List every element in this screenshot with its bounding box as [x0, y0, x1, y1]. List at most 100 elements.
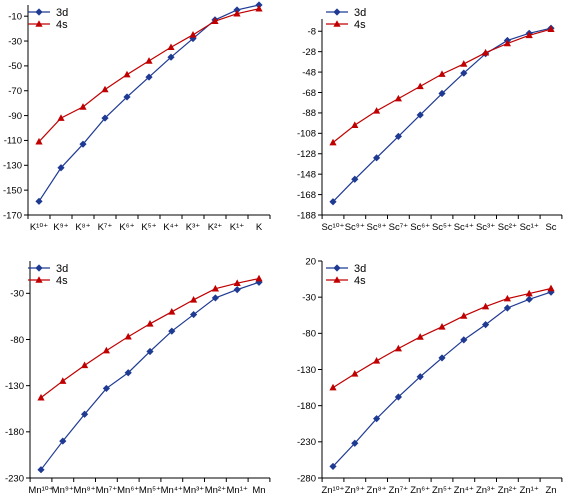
y-tick-label: -230	[5, 473, 24, 484]
data-point-4s	[37, 393, 45, 401]
y-tick-label: -80	[302, 329, 316, 340]
data-point-4s	[211, 284, 219, 292]
y-tick-label: -80	[10, 335, 24, 346]
x-tick-label: Sc	[545, 222, 556, 233]
data-point-4s	[547, 284, 555, 292]
data-point-4s	[189, 31, 197, 38]
legend-label-4s: 4s	[354, 275, 366, 287]
x-tick-label: Mn¹⁰⁺	[28, 485, 53, 493]
legend-marker-3d	[35, 264, 43, 272]
legend-label-3d: 3d	[354, 263, 366, 275]
data-point-3d	[101, 114, 109, 122]
data-point-3d	[79, 140, 87, 148]
y-tick-label: -90	[8, 111, 22, 122]
x-tick-label: Mn³⁺	[183, 485, 204, 493]
y-tick-label: -180	[297, 401, 316, 412]
data-point-4s	[351, 121, 359, 128]
x-tick-label: K¹⁺	[230, 222, 245, 233]
legend-marker-4s	[35, 20, 43, 27]
legend-marker-3d	[333, 8, 341, 16]
y-tick-label: -28	[302, 47, 316, 58]
y-tick-label: -170	[3, 210, 22, 221]
x-tick-label: Zn	[545, 485, 556, 493]
y-tick-label: -88	[302, 108, 316, 119]
data-point-4s	[503, 39, 511, 47]
legend-label-4s: 4s	[56, 275, 68, 287]
y-tick-label: -230	[297, 437, 316, 448]
data-point-4s	[394, 344, 402, 352]
x-tick-label: Sc²⁺	[498, 222, 517, 233]
x-tick-label: K⁹⁺	[53, 222, 68, 233]
data-point-4s	[233, 9, 241, 17]
x-tick-label: Mn⁷⁺	[96, 485, 118, 493]
x-tick-label: Zn⁷⁺	[389, 485, 409, 493]
y-tick-label: -10	[8, 11, 22, 22]
data-point-4s	[503, 294, 511, 302]
data-point-4s	[124, 332, 132, 340]
data-point-3d	[394, 132, 402, 140]
data-point-3d	[438, 89, 446, 98]
y-tick-label: -30	[302, 292, 316, 303]
x-tick-label: K	[256, 222, 263, 233]
series-line-3d	[38, 4, 260, 202]
data-point-4s	[482, 302, 490, 310]
x-tick-label: K⁴⁺	[163, 222, 178, 233]
y-tick-label: -130	[5, 381, 24, 392]
y-tick-label: -48	[302, 67, 316, 78]
data-point-3d	[460, 69, 468, 77]
data-point-4s	[102, 346, 110, 354]
data-point-3d	[35, 197, 43, 205]
x-tick-label: K¹⁰⁺	[30, 222, 48, 233]
legend-marker-4s	[333, 20, 341, 27]
data-point-3d	[211, 294, 219, 302]
x-tick-label: Mn⁹⁺	[52, 485, 74, 493]
data-point-3d	[351, 175, 359, 183]
data-point-4s	[79, 103, 87, 110]
data-point-3d	[503, 304, 511, 312]
series-line-3d	[332, 27, 552, 203]
data-point-4s	[168, 307, 176, 315]
x-tick-label: Sc¹⁰⁺	[321, 222, 344, 233]
y-tick-label: -70	[8, 86, 22, 97]
data-point-3d	[351, 439, 359, 447]
data-point-3d	[416, 111, 424, 119]
data-point-3d	[394, 393, 402, 401]
data-point-3d	[373, 154, 381, 162]
x-tick-label: Mn⁵⁺	[139, 485, 161, 493]
x-tick-label: Mn⁶⁺	[117, 485, 139, 493]
y-tick-label: -280	[297, 473, 316, 484]
series-line-3d	[332, 291, 552, 467]
legend-label-3d: 3d	[56, 263, 68, 275]
data-point-4s	[373, 107, 381, 114]
data-point-4s	[351, 370, 359, 377]
data-point-3d	[167, 53, 175, 61]
data-point-3d	[329, 198, 337, 206]
y-tick-label: -150	[3, 185, 22, 196]
y-tick-label: -128	[297, 149, 316, 160]
data-point-3d	[233, 286, 241, 294]
data-point-4s	[57, 114, 65, 121]
series-line-4s	[332, 28, 552, 143]
y-tick-label: -68	[302, 88, 316, 99]
data-point-3d	[145, 73, 153, 81]
legend-label-4s: 4s	[56, 19, 68, 31]
data-point-4s	[416, 333, 424, 340]
x-tick-label: Sc⁹⁺	[345, 222, 365, 233]
x-tick-label: K⁶⁺	[119, 222, 134, 233]
x-tick-label: Zn¹⁰⁺	[321, 485, 344, 493]
data-point-4s	[460, 60, 468, 67]
chart-panel-0: -170 -150 -130 -110 -90 -70 -50 -30 -10 K¹⁰⁺ K⁹⁺ K⁸…	[3, 1, 271, 233]
data-point-4s	[59, 377, 67, 384]
y-tick-label: -30	[8, 36, 22, 47]
x-tick-label: Sc⁸⁺	[367, 222, 387, 233]
x-tick-label: Zn⁵⁺	[432, 485, 452, 493]
data-point-4s	[525, 31, 533, 39]
data-point-4s	[167, 43, 175, 51]
data-point-3d	[102, 384, 110, 393]
y-tick-label: -8	[308, 27, 316, 38]
x-tick-label: Zn⁴⁺	[454, 485, 474, 493]
data-point-4s	[81, 361, 89, 369]
